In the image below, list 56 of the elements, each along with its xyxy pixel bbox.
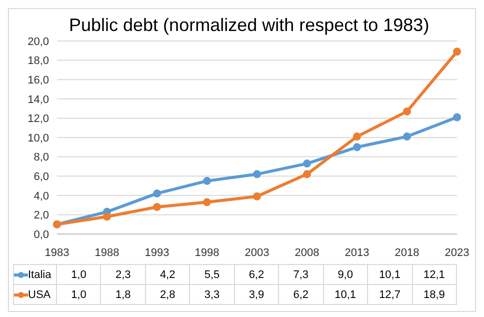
data-label: 6,2 [278, 284, 324, 304]
x-tick-label: 2018 [394, 246, 420, 259]
y-tick-label: 12,0 [28, 113, 49, 126]
point [103, 212, 111, 221]
data-label: 18,9 [412, 284, 456, 304]
point [153, 202, 161, 211]
data-label: 2,8 [145, 284, 190, 304]
point [153, 189, 161, 198]
point [403, 107, 411, 116]
x-tick-label: 2003 [244, 246, 270, 259]
x-tick-label: 2013 [344, 246, 370, 259]
y-tick-label: 16,0 [28, 74, 49, 87]
data-label: 10,1 [368, 264, 412, 284]
point [353, 132, 361, 141]
data-label: 9,0 [323, 264, 368, 284]
data-label: 6,2 [234, 264, 279, 284]
legend-label: Italia [28, 268, 52, 280]
x-tick-label: 2023 [444, 246, 470, 259]
point [303, 170, 311, 178]
y-tick-label: 18,0 [28, 55, 49, 68]
y-tick-label: 14,0 [28, 94, 49, 106]
y-tick-label: 4,0 [34, 190, 49, 202]
point [203, 198, 211, 206]
point [203, 176, 211, 185]
legend-label: USA [28, 288, 51, 300]
point [453, 48, 461, 56]
data-label: 3,3 [190, 284, 234, 304]
point [353, 143, 361, 152]
data-label: 1,0 [56, 264, 101, 284]
point [253, 170, 261, 178]
data-label: 1,8 [100, 284, 146, 304]
data-label: 10,1 [323, 284, 368, 304]
point [303, 160, 311, 168]
x-tick-label: 1993 [144, 246, 170, 259]
y-tick-label: 10,0 [28, 132, 49, 144]
data-label: 12,1 [412, 264, 456, 284]
data-label: 1,0 [56, 284, 101, 304]
data-label: 12,7 [368, 284, 412, 304]
y-tick-label: 8,0 [34, 152, 49, 164]
x-tick-label: 1998 [194, 246, 220, 259]
data-label: 4,2 [145, 264, 190, 284]
point [403, 132, 411, 141]
data-label: 3,9 [234, 284, 279, 304]
x-tick-label: 2008 [294, 246, 320, 259]
data-label: 5,5 [190, 264, 234, 284]
y-tick-label: 20,0 [28, 36, 49, 48]
data-label: 7,3 [278, 264, 324, 284]
data-label: 2,3 [100, 264, 146, 284]
chart-title: Public debt (normalized with respect to 1983) [69, 15, 430, 36]
x-tick-label: 1988 [94, 246, 120, 259]
y-tick-label: 6,0 [34, 171, 49, 184]
point [253, 192, 261, 200]
x-tick-label: 1983 [44, 246, 70, 259]
y-tick-label: 0,0 [34, 228, 49, 241]
point [453, 113, 461, 122]
y-tick-label: 2,0 [34, 210, 49, 222]
